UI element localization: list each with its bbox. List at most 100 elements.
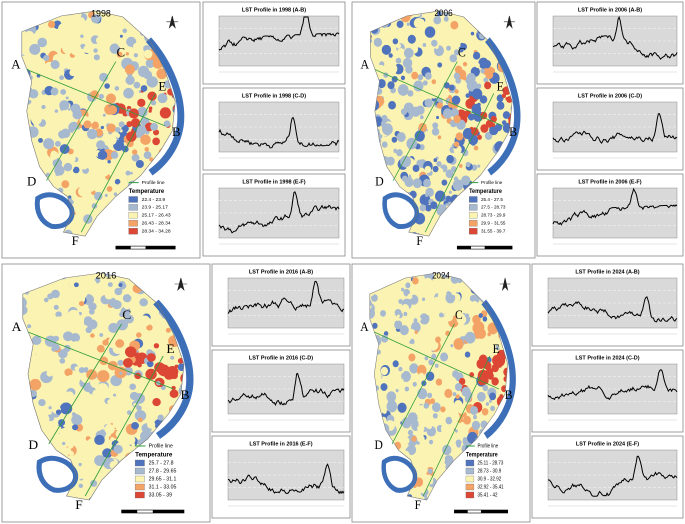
lst-patch bbox=[449, 54, 458, 63]
lst-patch bbox=[50, 87, 59, 96]
lst-patch bbox=[147, 91, 157, 101]
lst-patch bbox=[45, 382, 52, 389]
lst-patch bbox=[40, 414, 50, 424]
lst-patch bbox=[143, 49, 153, 59]
lst-patch bbox=[412, 164, 420, 173]
lst-patch bbox=[446, 155, 454, 164]
lst-patch bbox=[476, 328, 487, 339]
lst-patch bbox=[119, 69, 125, 75]
point-label: D bbox=[375, 174, 384, 189]
lst-patch bbox=[104, 291, 114, 300]
lst-patch bbox=[477, 134, 482, 140]
lst-patch bbox=[133, 81, 141, 89]
lst-patch bbox=[22, 296, 27, 309]
profile-curve bbox=[218, 16, 340, 51]
lst-patch bbox=[68, 197, 73, 202]
lst-patch bbox=[89, 358, 97, 366]
lst-patch bbox=[65, 391, 74, 400]
lst-patch bbox=[126, 131, 137, 142]
point-label: E bbox=[493, 341, 500, 356]
lst-patch bbox=[421, 325, 425, 330]
lst-patch bbox=[29, 378, 42, 391]
map-year: 2024 bbox=[432, 270, 450, 281]
lst-patch bbox=[90, 333, 95, 338]
lst-patch bbox=[63, 162, 73, 172]
lst-patch bbox=[403, 311, 408, 317]
river bbox=[34, 192, 75, 230]
legend: Profile line Temperature 22.4 - 23.9 23.9 -… bbox=[128, 180, 171, 235]
lst-patch bbox=[454, 382, 463, 392]
lst-patch bbox=[400, 115, 404, 120]
lst-patch bbox=[416, 441, 420, 445]
lst-patch bbox=[434, 296, 440, 303]
lst-patch bbox=[381, 44, 392, 55]
lst-patch bbox=[165, 327, 171, 333]
lst-patch bbox=[80, 34, 84, 38]
lst-patch bbox=[86, 207, 92, 214]
legend-swatch bbox=[128, 212, 138, 219]
lst-patch bbox=[31, 335, 42, 345]
lst-patch bbox=[78, 462, 82, 467]
lst-patch bbox=[68, 451, 75, 457]
lst-patch bbox=[381, 334, 389, 343]
lst-patch bbox=[100, 125, 105, 130]
lst-patch bbox=[62, 60, 67, 64]
lst-patch bbox=[93, 54, 100, 61]
lst-patch bbox=[401, 370, 411, 382]
lst-patch bbox=[394, 117, 404, 128]
lst-patch bbox=[471, 164, 478, 171]
lst-patch bbox=[137, 98, 146, 108]
legend-label: 28.73 - 29.9 bbox=[481, 212, 506, 218]
lst-patch bbox=[435, 336, 441, 343]
lst-patch bbox=[96, 444, 102, 450]
lst-patch bbox=[53, 335, 60, 342]
point-label: A bbox=[360, 319, 368, 334]
lst-patch bbox=[62, 42, 74, 55]
lst-patch bbox=[437, 135, 442, 140]
lst-patch bbox=[67, 309, 80, 321]
profile-line bbox=[80, 93, 156, 233]
lst-patch bbox=[452, 392, 457, 397]
lst-patch bbox=[442, 425, 452, 436]
lst-patch bbox=[443, 455, 454, 466]
lst-patch bbox=[422, 42, 427, 47]
point-label: B bbox=[505, 387, 513, 402]
lst-patch bbox=[412, 178, 422, 189]
lst-patch bbox=[413, 101, 418, 106]
lst-patch bbox=[434, 363, 439, 368]
lst-patch bbox=[491, 363, 499, 373]
profile-title: LST Profile in 2006 (C-D) bbox=[578, 93, 642, 99]
lst-patch bbox=[94, 191, 103, 201]
legend-label: 35.41 - 42 bbox=[477, 492, 497, 498]
lst-patch bbox=[424, 165, 432, 174]
lst-patch bbox=[458, 163, 463, 168]
lst-patch bbox=[472, 314, 481, 325]
lst-patch bbox=[96, 299, 100, 304]
lst-patch bbox=[62, 441, 66, 446]
lst-patch bbox=[408, 329, 416, 337]
lst-patch bbox=[146, 76, 158, 88]
lst-patch bbox=[479, 95, 488, 104]
lst-patch bbox=[104, 193, 108, 197]
lst-patch bbox=[93, 48, 98, 53]
lst-patch bbox=[52, 298, 59, 304]
lst-patch bbox=[437, 62, 443, 68]
lst-patch bbox=[397, 402, 407, 413]
profile-line bbox=[422, 355, 491, 497]
lst-patch bbox=[380, 383, 388, 391]
scale-bar-segment bbox=[115, 246, 131, 250]
lst-patch bbox=[116, 51, 123, 58]
lst-patch bbox=[401, 287, 405, 292]
legend-title: Temperature bbox=[129, 189, 165, 195]
lst-patch bbox=[464, 313, 470, 319]
lst-patch bbox=[428, 439, 434, 445]
lst-patch bbox=[398, 298, 403, 304]
lst-patch bbox=[53, 37, 64, 47]
lst-patch bbox=[138, 315, 151, 327]
lst-patch bbox=[446, 45, 451, 51]
lst-patch bbox=[423, 130, 434, 142]
lst-patch bbox=[491, 123, 496, 127]
lst-patch bbox=[66, 15, 71, 20]
lst-patch bbox=[487, 332, 492, 337]
lst-patch bbox=[112, 300, 122, 310]
